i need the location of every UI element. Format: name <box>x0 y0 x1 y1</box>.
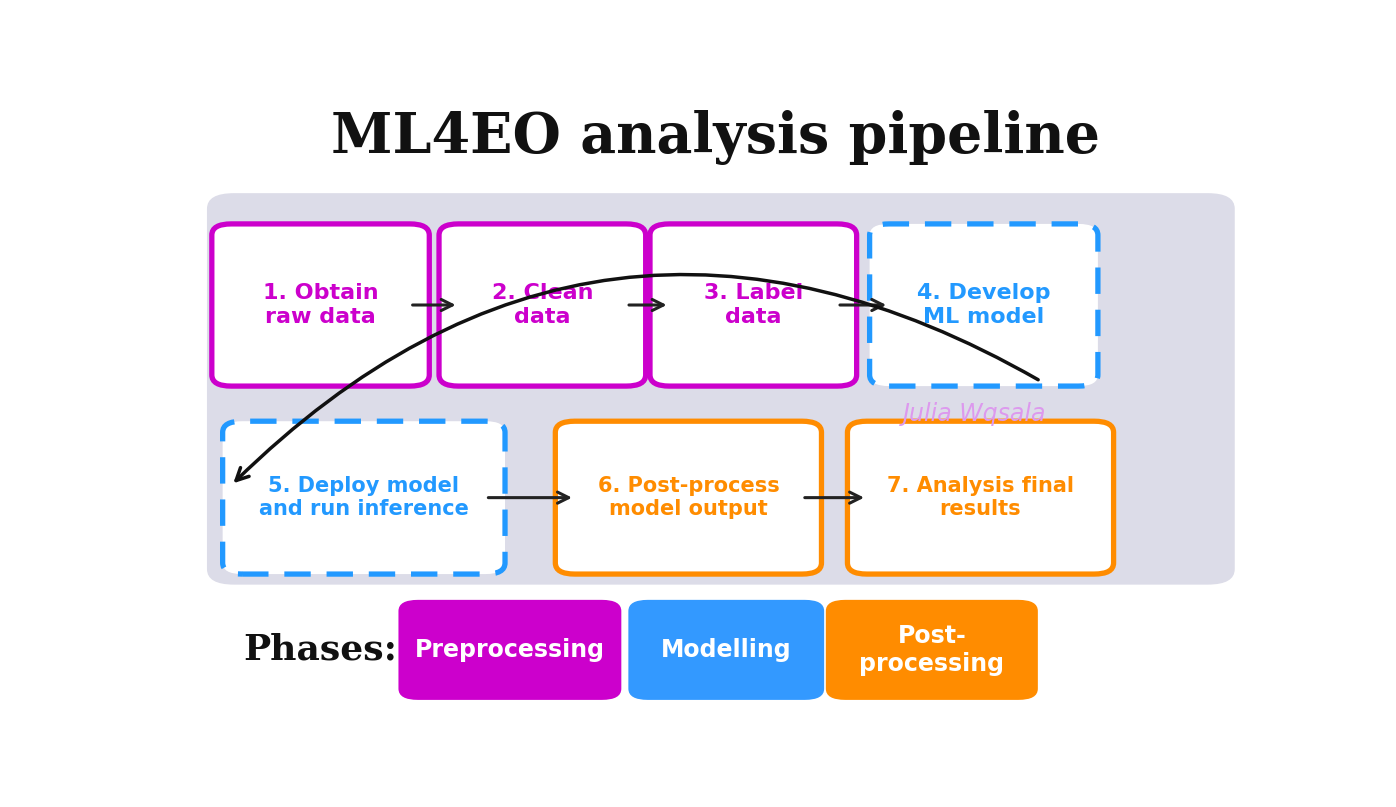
Text: Modelling: Modelling <box>660 638 792 662</box>
FancyBboxPatch shape <box>212 224 430 386</box>
Text: 6. Post-process
model output: 6. Post-process model output <box>597 476 779 519</box>
FancyBboxPatch shape <box>628 600 824 700</box>
Text: 7. Analysis final
results: 7. Analysis final results <box>886 476 1074 519</box>
Text: Phases:: Phases: <box>243 633 398 667</box>
Text: 4. Develop
ML model: 4. Develop ML model <box>917 283 1051 327</box>
Text: Preprocessing: Preprocessing <box>415 638 604 662</box>
Text: 5. Deploy model
and run inference: 5. Deploy model and run inference <box>258 476 469 519</box>
Text: Julia Wqsala: Julia Wqsala <box>903 402 1047 426</box>
FancyBboxPatch shape <box>222 421 505 574</box>
Text: ML4EO analysis pipeline: ML4EO analysis pipeline <box>331 110 1100 165</box>
Text: 2. Clean
data: 2. Clean data <box>491 283 593 327</box>
Text: Post-
processing: Post- processing <box>860 624 1004 675</box>
FancyBboxPatch shape <box>826 600 1037 700</box>
FancyBboxPatch shape <box>651 224 857 386</box>
Text: 3. Label
data: 3. Label data <box>704 283 803 327</box>
FancyBboxPatch shape <box>870 224 1097 386</box>
Text: 1. Obtain
raw data: 1. Obtain raw data <box>262 283 378 327</box>
FancyBboxPatch shape <box>398 600 621 700</box>
FancyBboxPatch shape <box>556 421 821 574</box>
FancyBboxPatch shape <box>438 224 646 386</box>
FancyBboxPatch shape <box>207 193 1235 584</box>
FancyBboxPatch shape <box>847 421 1114 574</box>
